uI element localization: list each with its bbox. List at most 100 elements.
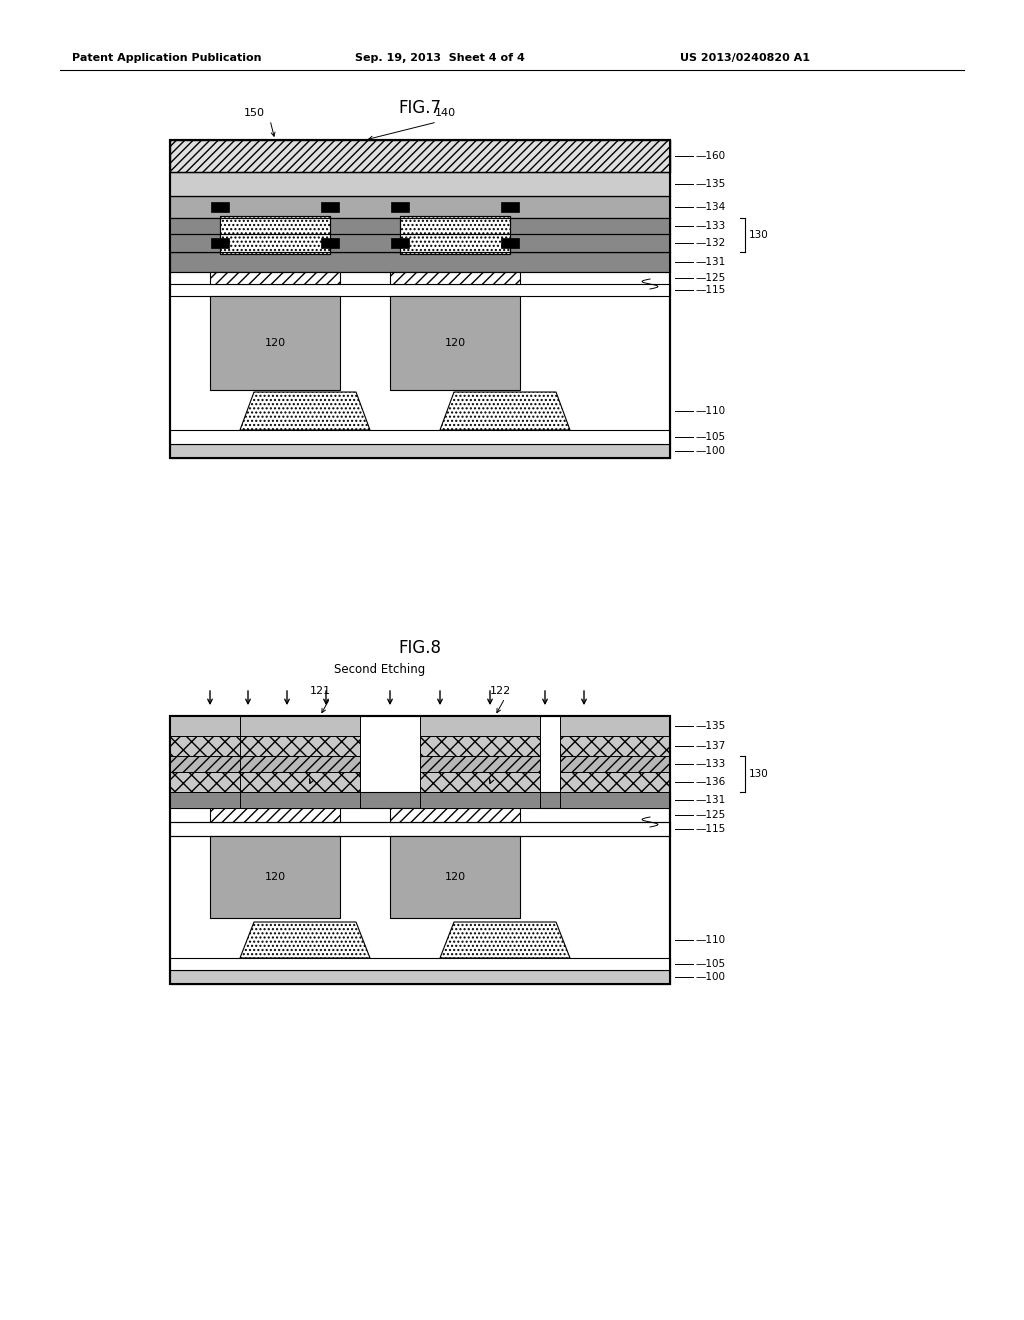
Text: —100: —100 — [695, 972, 725, 982]
Bar — [240, 756, 360, 772]
Bar — [210, 836, 340, 917]
Text: 150: 150 — [244, 108, 265, 117]
Text: —135: —135 — [695, 721, 725, 731]
Text: —105: —105 — [695, 960, 725, 969]
Bar — [220, 216, 330, 253]
Bar — [210, 272, 340, 284]
Bar — [240, 737, 360, 756]
Polygon shape — [240, 392, 370, 430]
Polygon shape — [240, 921, 370, 958]
Bar — [170, 970, 670, 983]
Text: FIG.7: FIG.7 — [398, 99, 441, 117]
Bar — [560, 792, 670, 808]
Text: —133: —133 — [695, 759, 725, 770]
Bar — [170, 715, 280, 737]
Text: —131: —131 — [695, 795, 725, 805]
Text: —125: —125 — [695, 273, 725, 282]
Bar — [420, 772, 540, 792]
Bar — [170, 284, 670, 296]
Text: —131: —131 — [695, 257, 725, 267]
Bar — [170, 792, 670, 808]
Text: —136: —136 — [695, 777, 725, 787]
Bar — [211, 202, 229, 213]
Bar — [390, 272, 520, 284]
Bar — [210, 296, 340, 389]
Bar — [420, 756, 540, 772]
Text: —135: —135 — [695, 180, 725, 189]
Bar — [501, 202, 519, 213]
Text: US 2013/0240820 A1: US 2013/0240820 A1 — [680, 53, 810, 63]
Bar — [220, 216, 330, 253]
Bar — [240, 792, 360, 808]
Bar — [170, 430, 670, 444]
Text: 130: 130 — [749, 770, 769, 779]
Bar — [420, 715, 540, 737]
Text: 120: 120 — [264, 873, 286, 882]
Bar — [211, 238, 229, 248]
Text: —105: —105 — [695, 432, 725, 442]
Bar — [560, 756, 670, 772]
Bar — [321, 238, 339, 248]
Bar — [391, 238, 409, 248]
Bar — [400, 216, 510, 253]
Bar — [170, 715, 670, 983]
Bar — [170, 195, 670, 218]
Bar — [420, 737, 540, 756]
Text: —125: —125 — [695, 810, 725, 820]
Bar — [170, 234, 670, 252]
Bar — [170, 792, 280, 808]
Text: —110: —110 — [695, 935, 725, 945]
Text: 130: 130 — [749, 230, 769, 240]
Text: 120: 120 — [264, 338, 286, 348]
Text: FIG.8: FIG.8 — [398, 639, 441, 657]
Bar — [170, 218, 220, 252]
Bar — [391, 202, 409, 213]
Bar — [170, 140, 670, 172]
Text: —115: —115 — [695, 285, 725, 294]
Polygon shape — [440, 392, 570, 430]
Text: Patent Application Publication: Patent Application Publication — [72, 53, 261, 63]
Text: 120: 120 — [444, 338, 466, 348]
Bar — [170, 715, 670, 983]
Bar — [240, 772, 360, 792]
Bar — [390, 296, 520, 389]
Bar — [510, 218, 670, 252]
Text: —110: —110 — [695, 407, 725, 416]
Polygon shape — [440, 921, 570, 958]
Bar — [170, 772, 280, 792]
Bar — [390, 808, 520, 822]
Bar — [170, 140, 670, 458]
Text: 140: 140 — [435, 108, 456, 117]
Bar — [330, 218, 400, 252]
Text: —132: —132 — [695, 238, 725, 248]
Bar — [560, 715, 670, 737]
Bar — [560, 772, 670, 792]
Bar — [400, 216, 510, 253]
Bar — [170, 140, 670, 458]
Bar — [170, 822, 670, 836]
Bar — [170, 737, 280, 756]
Bar — [560, 737, 670, 756]
Bar — [170, 756, 280, 772]
Bar — [420, 792, 540, 808]
Text: —134: —134 — [695, 202, 725, 213]
Bar — [170, 218, 670, 234]
Text: —160: —160 — [695, 150, 725, 161]
Bar — [210, 808, 340, 822]
Bar — [170, 172, 670, 195]
Text: Sep. 19, 2013  Sheet 4 of 4: Sep. 19, 2013 Sheet 4 of 4 — [355, 53, 525, 63]
Text: 120: 120 — [444, 873, 466, 882]
Bar — [170, 444, 670, 458]
Text: 122: 122 — [490, 686, 511, 696]
Text: Second Etching: Second Etching — [335, 664, 426, 676]
Bar — [321, 202, 339, 213]
Text: —115: —115 — [695, 824, 725, 834]
Text: —137: —137 — [695, 741, 725, 751]
Bar — [501, 238, 519, 248]
Bar — [240, 715, 360, 737]
Text: —133: —133 — [695, 220, 725, 231]
Bar — [390, 836, 520, 917]
Text: 121: 121 — [310, 686, 331, 696]
Bar — [170, 252, 670, 272]
Bar — [170, 958, 670, 970]
